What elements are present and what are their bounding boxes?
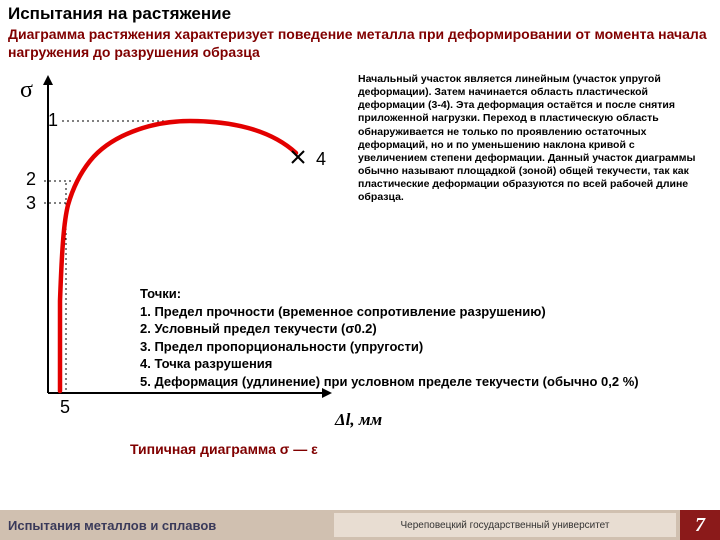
page-subtitle: Диаграмма растяжения характеризует повед… (0, 26, 720, 65)
svg-text:1: 1 (48, 110, 58, 130)
footer-left-text: Испытания металлов и сплавов (0, 518, 330, 533)
svg-text:5: 5 (60, 397, 70, 417)
svg-text:4: 4 (316, 149, 326, 169)
footer-bar: Испытания металлов и сплавов Череповецки… (0, 510, 720, 540)
point-1: 1. Предел прочности (временное сопротивл… (140, 303, 640, 321)
x-axis-label: Δl, мм (335, 410, 382, 430)
page-title: Испытания на растяжение (0, 0, 720, 26)
svg-text:σ: σ (20, 77, 33, 103)
points-heading: Точки: (140, 285, 640, 303)
points-list: Точки: 1. Предел прочности (временное со… (140, 285, 640, 390)
point-3: 3. Предел пропорциональности (упругости) (140, 338, 640, 356)
point-2: 2. Условный предел текучести (σ0.2) (140, 320, 640, 338)
description-paragraph: Начальный участок является линейным (уча… (358, 73, 706, 204)
chart-caption: Типичная диаграмма σ — ε (130, 441, 318, 457)
svg-text:3: 3 (26, 193, 36, 213)
page-number: 7 (680, 510, 720, 540)
footer-university: Череповецкий государственный университет (334, 513, 676, 537)
point-4: 4. Точка разрушения (140, 355, 640, 373)
svg-text:2: 2 (26, 169, 36, 189)
point-5: 5. Деформация (удлинение) при условном п… (140, 373, 640, 391)
content-area: σ 1 2 3 4 5 Начальный участок является л… (0, 65, 720, 485)
